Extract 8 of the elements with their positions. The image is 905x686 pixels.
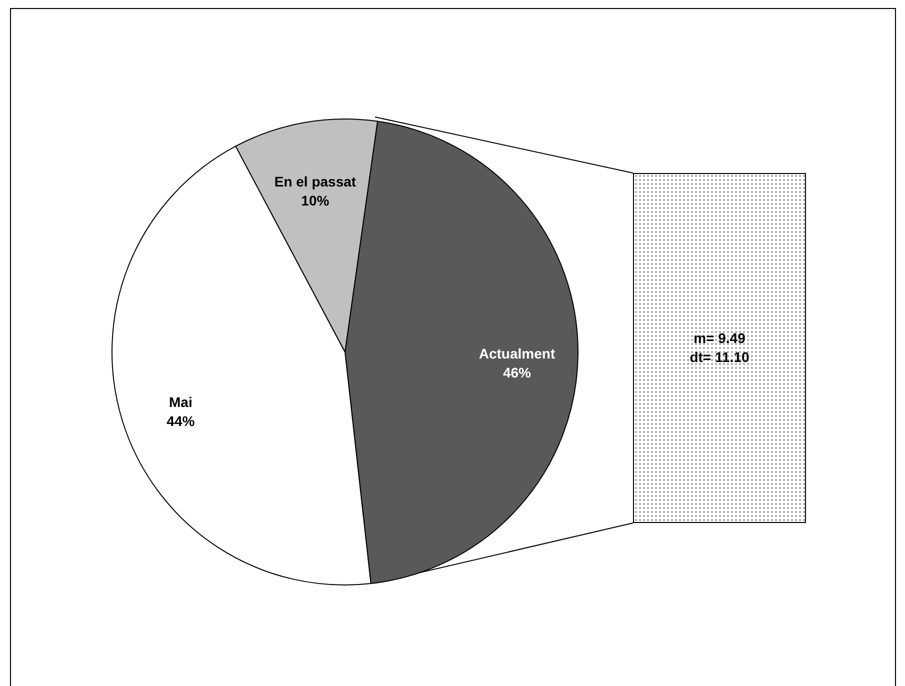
slice-label: Mai — [169, 394, 192, 410]
data-label: 10% — [301, 192, 330, 209]
data-label: 46% — [502, 364, 532, 380]
slice-label: Actualment — [478, 345, 556, 362]
data-label: 44% — [166, 412, 196, 429]
text: m= 9.49 — [694, 329, 746, 348]
text: dt= 11.10 — [690, 348, 750, 367]
slice-label: En el passat — [274, 174, 356, 190]
